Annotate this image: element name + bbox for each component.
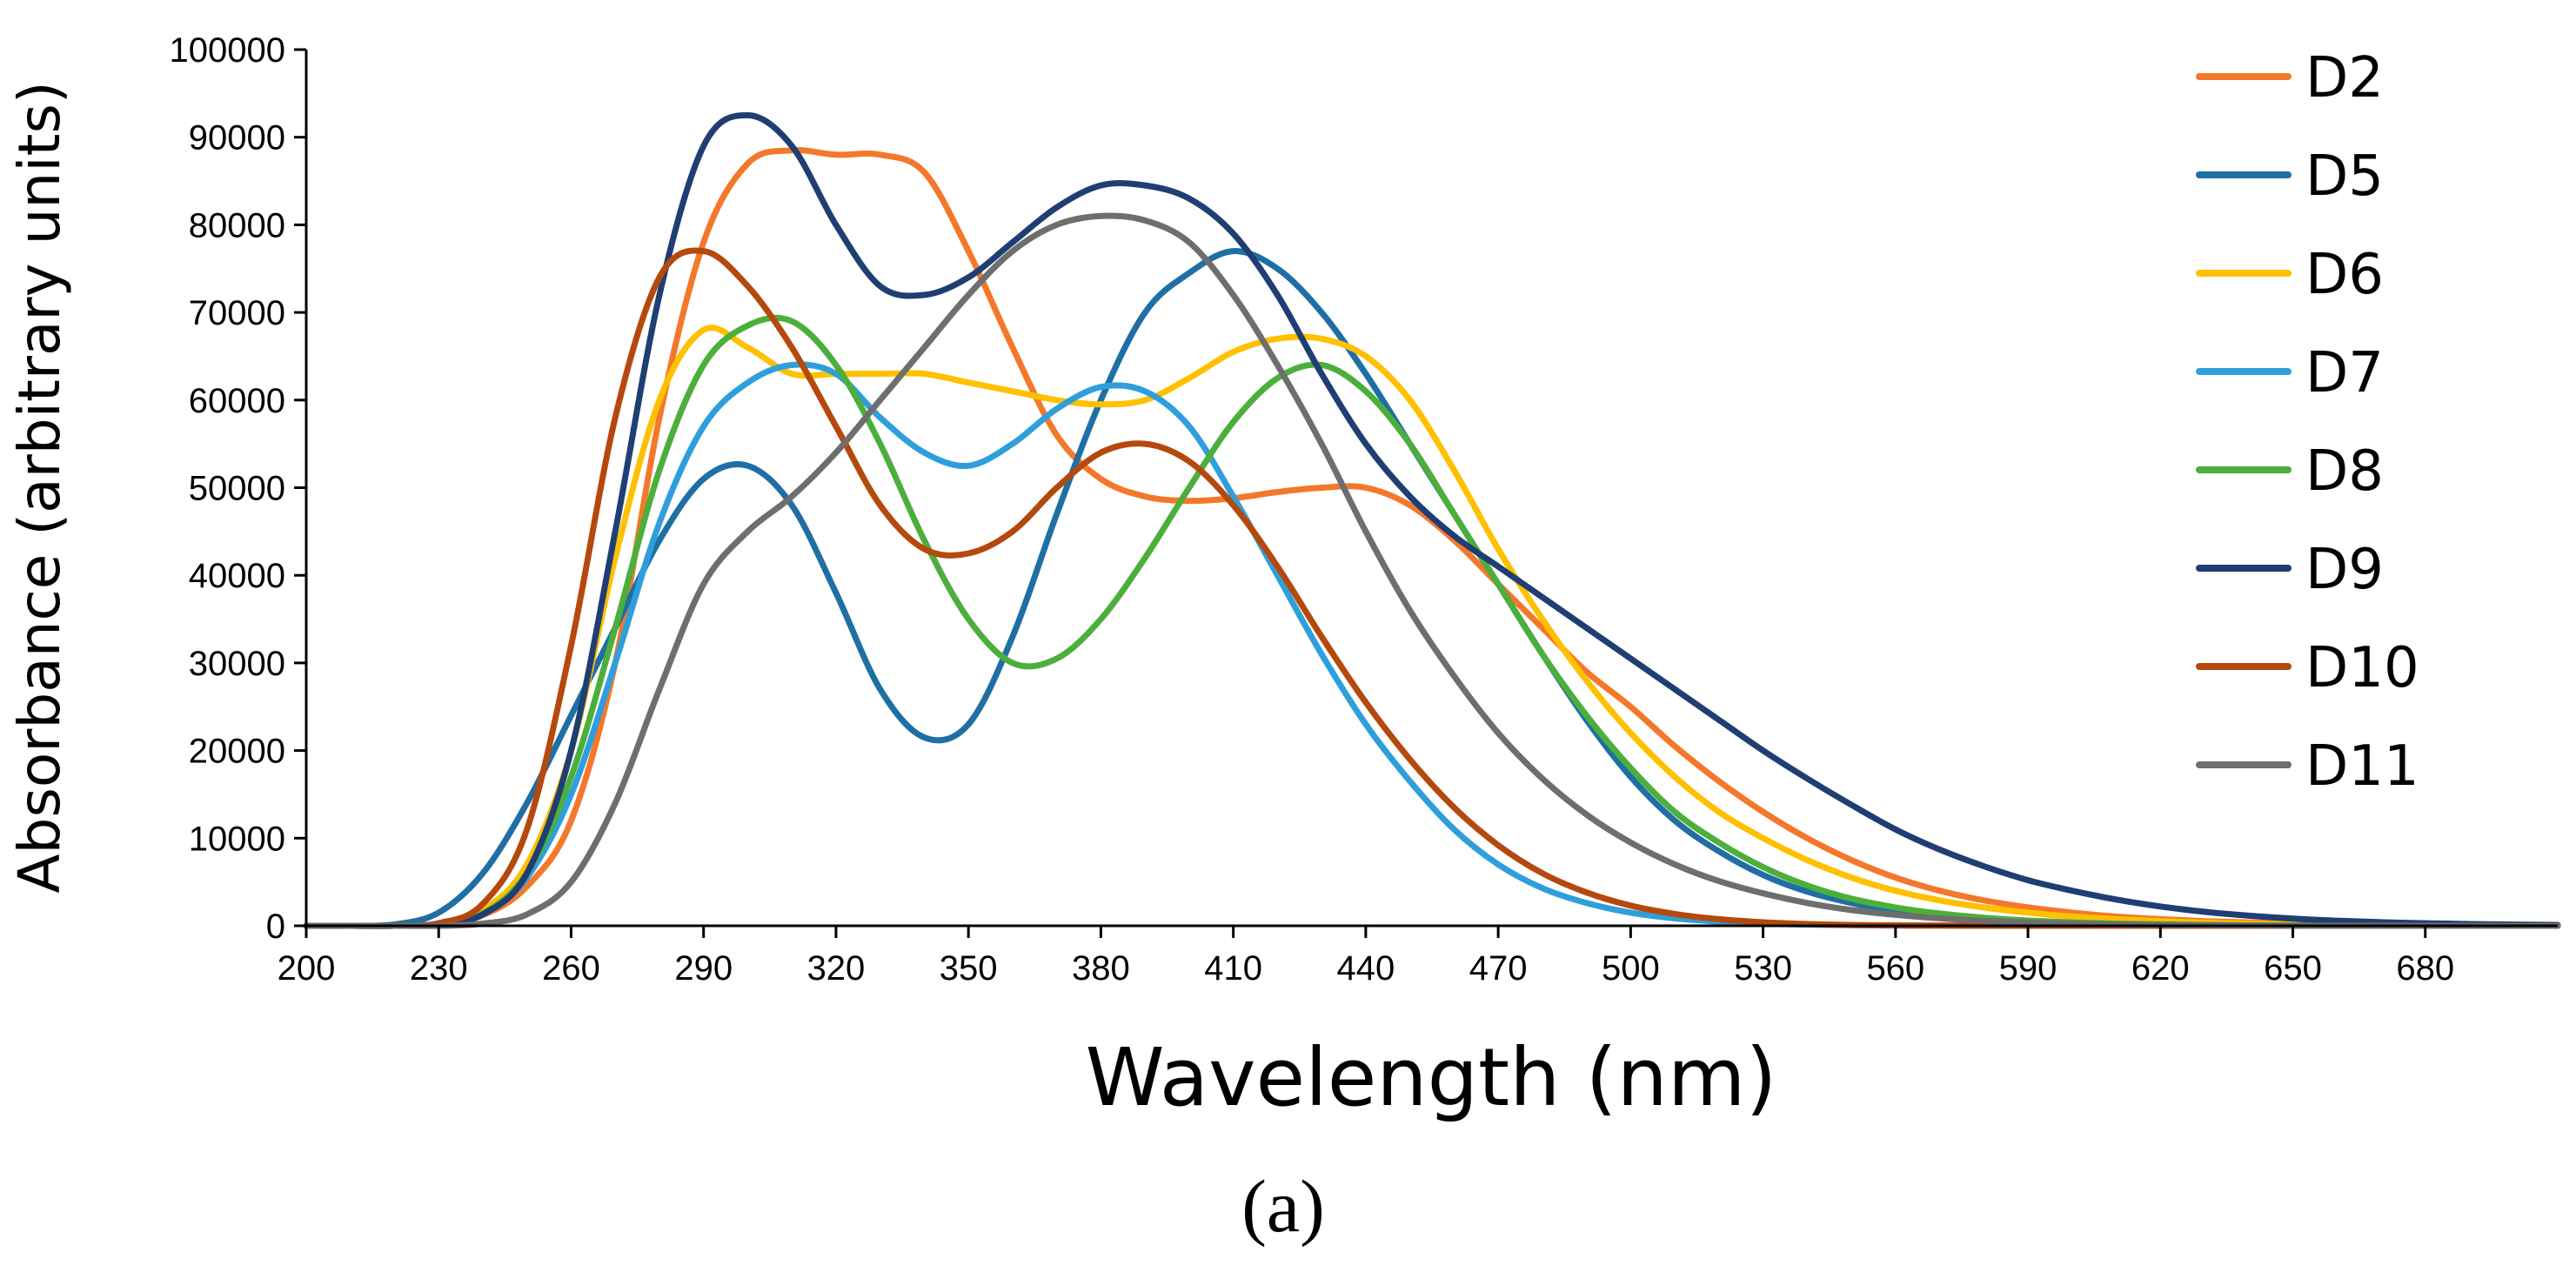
series-line-d8 bbox=[303, 314, 2561, 929]
y-tick-label: 80000 bbox=[189, 206, 285, 244]
x-axis-title: Wavelength (nm) bbox=[1086, 1031, 1777, 1124]
y-tick-label: 60000 bbox=[189, 382, 285, 420]
legend-label-d7: D7 bbox=[2305, 341, 2384, 405]
x-tick-label: 620 bbox=[2131, 949, 2190, 988]
y-tick-label: 10000 bbox=[189, 820, 285, 858]
x-tick-label: 680 bbox=[2396, 949, 2454, 988]
legend-label-d5: D5 bbox=[2305, 144, 2384, 209]
y-axis-title: Absorbance (arbitrary units) bbox=[6, 81, 73, 893]
x-tick-label: 650 bbox=[2264, 949, 2322, 988]
x-tick-label: 440 bbox=[1337, 949, 1395, 988]
y-tick-label: 70000 bbox=[189, 294, 285, 332]
legend-label-d10: D10 bbox=[2305, 636, 2419, 700]
x-tick-label: 230 bbox=[410, 949, 468, 988]
x-tick-label: 410 bbox=[1204, 949, 1262, 988]
legend-label-d6: D6 bbox=[2305, 243, 2384, 307]
legend-label-d9: D9 bbox=[2305, 538, 2384, 602]
x-axis-ticks: 200 230 260 290 320 350 380 410 440 470 500 530 560 5… bbox=[278, 926, 2454, 988]
x-tick-label: 350 bbox=[940, 949, 998, 988]
legend: D2 D5 D6 D7 D8 D9 D10 D11 bbox=[2196, 46, 2419, 799]
y-tick-label: 100000 bbox=[170, 31, 285, 70]
x-tick-label: 200 bbox=[278, 949, 336, 988]
legend-label-d8: D8 bbox=[2305, 439, 2384, 504]
x-tick-label: 470 bbox=[1469, 949, 1528, 988]
x-tick-label: 380 bbox=[1072, 949, 1130, 988]
series-lines bbox=[303, 112, 2561, 929]
series-line-d5 bbox=[303, 248, 2561, 929]
x-tick-label: 590 bbox=[1999, 949, 2057, 988]
series-line-d10 bbox=[303, 247, 2561, 929]
series-line-d9 bbox=[303, 112, 2561, 929]
x-tick-label: 320 bbox=[807, 949, 866, 988]
x-tick-label: 290 bbox=[674, 949, 733, 988]
y-tick-label: 30000 bbox=[189, 645, 285, 683]
x-tick-label: 530 bbox=[1734, 949, 1792, 988]
y-tick-label: 0 bbox=[266, 908, 285, 946]
plot-area: 200 230 260 290 320 350 380 410 440 470 500 530 560 5… bbox=[170, 31, 2561, 988]
y-tick-label: 90000 bbox=[189, 119, 285, 157]
y-tick-label: 20000 bbox=[189, 733, 285, 771]
y-tick-label: 40000 bbox=[189, 557, 285, 595]
x-tick-label: 500 bbox=[1602, 949, 1660, 988]
x-tick-label: 260 bbox=[542, 949, 600, 988]
y-axis-ticks: 0 10000 20000 30000 40000 50000 60000 70000 8000… bbox=[170, 31, 306, 946]
series-line-d6 bbox=[303, 325, 2561, 929]
x-tick-label: 560 bbox=[1866, 949, 1924, 988]
panel-label: (a) bbox=[1241, 1164, 1324, 1248]
y-tick-label: 50000 bbox=[189, 470, 285, 508]
legend-label-d11: D11 bbox=[2305, 734, 2419, 799]
legend-label-d2: D2 bbox=[2305, 46, 2384, 111]
